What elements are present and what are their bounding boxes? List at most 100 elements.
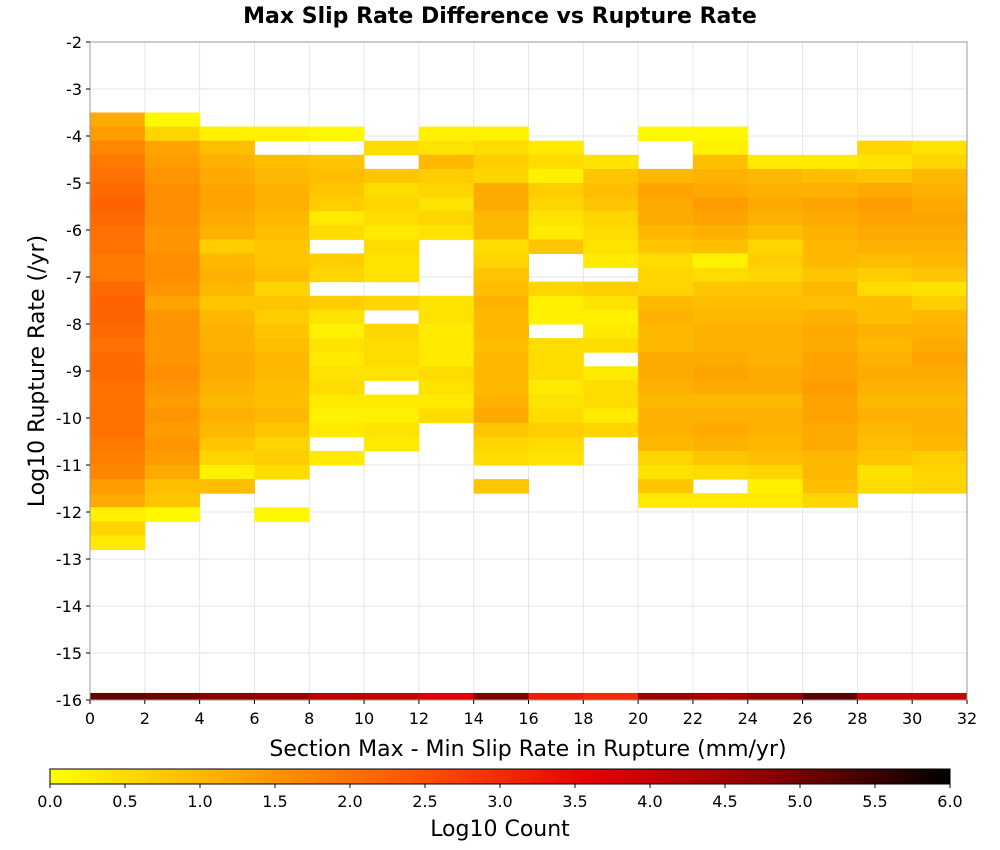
heatmap-cell xyxy=(857,380,913,395)
heatmap-cell xyxy=(528,436,584,452)
heatmap-cell xyxy=(90,295,146,311)
heatmap-cell xyxy=(638,197,694,212)
heatmap-cell xyxy=(199,408,255,424)
heatmap-cell xyxy=(857,408,913,424)
heatmap-cell xyxy=(144,197,201,212)
heatmap-cells xyxy=(90,112,968,551)
heatmap-cell xyxy=(473,450,529,466)
heatmap-cell xyxy=(309,324,365,339)
heatmap-cell xyxy=(418,197,475,212)
heatmap-cell xyxy=(90,507,146,522)
heatmap-cell xyxy=(857,267,913,283)
heatmap-cell xyxy=(473,422,529,438)
heatmap-cell xyxy=(254,197,310,212)
heatmap-cell xyxy=(912,309,968,325)
heatmap-cell xyxy=(583,422,639,438)
heatmap-cell xyxy=(418,394,475,410)
heatmap-cell xyxy=(364,253,420,269)
heatmap-cell xyxy=(692,324,749,339)
y-tick-label: -11 xyxy=(56,456,82,475)
heatmap-cell xyxy=(912,239,968,254)
heatmap-cell xyxy=(912,692,968,700)
heatmap-cell xyxy=(90,422,146,438)
heatmap-cell xyxy=(90,450,146,466)
heatmap-cell xyxy=(912,211,968,226)
heatmap-cell xyxy=(912,197,968,212)
y-tick-label: -7 xyxy=(66,268,82,287)
heatmap-cell xyxy=(747,338,804,353)
heatmap-cell xyxy=(802,183,858,198)
heatmap-cell xyxy=(144,479,201,494)
heatmap-cell xyxy=(90,338,146,353)
heatmap-cell xyxy=(857,225,913,240)
heatmap-cell xyxy=(583,324,639,339)
heatmap-cell xyxy=(912,295,968,311)
heatmap-cell xyxy=(364,140,420,156)
heatmap-cell xyxy=(473,225,529,240)
heatmap-cell xyxy=(912,225,968,240)
heatmap-cell xyxy=(583,366,639,381)
heatmap-cell xyxy=(364,436,420,452)
heatmap-cell xyxy=(144,366,201,381)
heatmap-cell xyxy=(747,394,804,410)
heatmap-cell xyxy=(747,352,804,367)
heatmap-cell xyxy=(692,309,749,325)
heatmap-cell xyxy=(473,154,529,170)
heatmap-cell xyxy=(364,295,420,311)
heatmap-cell xyxy=(90,309,146,325)
heatmap-cell xyxy=(254,692,310,700)
heatmap-cell xyxy=(802,394,858,410)
heatmap-cell xyxy=(747,309,804,325)
y-tick-label: -10 xyxy=(56,409,82,428)
heatmap-cell xyxy=(692,493,749,508)
heatmap-cell xyxy=(528,366,584,381)
heatmap-cell xyxy=(309,225,365,240)
heatmap-cell xyxy=(90,521,146,536)
heatmap-cell xyxy=(309,154,365,170)
heatmap-cell xyxy=(254,295,310,311)
colorbar-tick-label: 6.0 xyxy=(937,792,962,811)
colorbar-tick-label: 3.0 xyxy=(487,792,512,811)
heatmap-cell xyxy=(692,140,749,156)
heatmap-cell xyxy=(802,408,858,424)
heatmap-cell xyxy=(90,183,146,198)
heatmap-cell xyxy=(638,465,694,480)
colorbar-tick-label: 1.0 xyxy=(187,792,212,811)
heatmap-cell xyxy=(254,352,310,367)
y-tick-label: -8 xyxy=(66,315,82,334)
heatmap-cell xyxy=(692,197,749,212)
heatmap-cell xyxy=(473,380,529,395)
heatmap-cell xyxy=(90,394,146,410)
colorbar-tick-label: 0.0 xyxy=(37,792,62,811)
heatmap-cell xyxy=(144,225,201,240)
heatmap-cell xyxy=(309,211,365,226)
heatmap-cell xyxy=(90,168,146,184)
heatmap-cell xyxy=(473,183,529,198)
heatmap-cell xyxy=(199,281,255,297)
heatmap-cell xyxy=(638,692,694,700)
heatmap-cell xyxy=(199,225,255,240)
heatmap-cell xyxy=(473,394,529,410)
heatmap-cell xyxy=(144,267,201,283)
x-tick-label: 6 xyxy=(249,709,259,728)
heatmap-cell xyxy=(747,281,804,297)
heatmap-cell xyxy=(912,422,968,438)
heatmap-cell xyxy=(583,309,639,325)
heatmap-cell xyxy=(857,338,913,353)
heatmap-cell xyxy=(144,436,201,452)
heatmap-cell xyxy=(144,154,201,170)
heatmap-cell xyxy=(692,168,749,184)
heatmap-cell xyxy=(364,422,420,438)
heatmap-cell xyxy=(90,126,146,142)
heatmap-cell xyxy=(144,295,201,311)
colorbar-ticks: 0.0 0.5 1.0 1.5 2.0 2.5 3.0 3.5 4.0 4.5 5.0 5.5 6.0 xyxy=(37,784,963,811)
x-tick-label: 24 xyxy=(738,709,758,728)
heatmap-cell xyxy=(802,465,858,480)
heatmap-cell xyxy=(583,211,639,226)
colorbar-tick-label: 0.5 xyxy=(112,792,137,811)
heatmap-cell xyxy=(747,324,804,339)
heatmap-cell xyxy=(857,366,913,381)
heatmap-cell xyxy=(912,408,968,424)
heatmap-cell xyxy=(857,465,913,480)
heatmap-cell xyxy=(802,168,858,184)
